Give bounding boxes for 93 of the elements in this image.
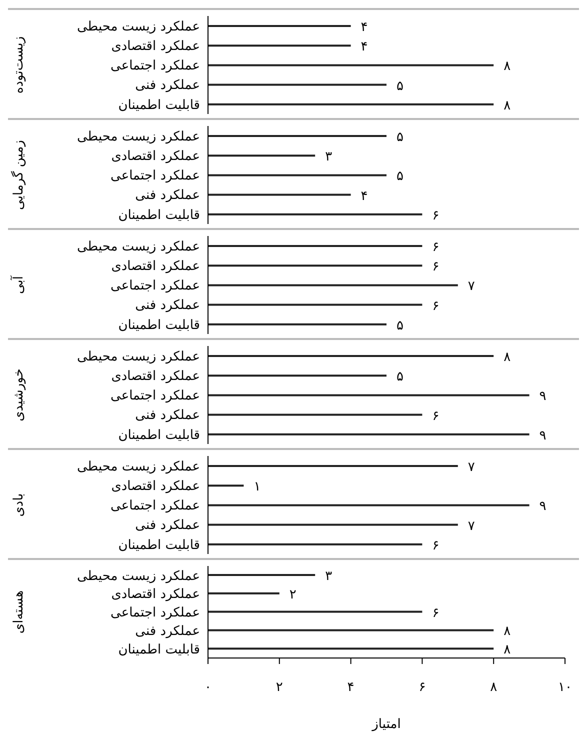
- y-tick-label: عملکرد زیست محیطی: [76, 349, 200, 364]
- bar: [208, 394, 530, 396]
- data-label: ۶: [432, 538, 440, 554]
- data-label: ۶: [432, 298, 440, 314]
- bar: [208, 524, 458, 526]
- data-label: ۶: [432, 606, 440, 621]
- y-tick-label: عملکرد زیست محیطی: [76, 129, 200, 144]
- x-tick-label: ۶: [418, 680, 426, 696]
- y-tick-label: عملکرد فنی: [135, 188, 200, 204]
- y-tick-label: عملکرد زیست محیطی: [76, 19, 200, 34]
- data-label: ۶: [432, 240, 440, 255]
- y-axis-title: خورشیدی: [12, 368, 27, 422]
- data-label: ۹: [539, 428, 546, 444]
- y-tick-label: عملکرد اقتصادی: [111, 39, 200, 54]
- bar: [208, 174, 386, 176]
- bar: [208, 414, 422, 416]
- y-axis-title: هسته‌ای: [12, 590, 27, 634]
- bar: [208, 648, 494, 650]
- y-tick-label: عملکرد فنی: [135, 624, 200, 640]
- data-label: ۸: [504, 98, 511, 114]
- y-tick-label: عملکرد اجتماعی: [110, 58, 200, 74]
- data-label: ۹: [539, 499, 546, 514]
- x-tick-label: ۱۰: [558, 680, 572, 696]
- bar: [208, 610, 422, 613]
- data-label: ۵: [396, 130, 404, 145]
- y-tick-label: عملکرد اقتصادی: [111, 259, 200, 274]
- y-tick-label: عملکرد اقتصادی: [111, 479, 200, 494]
- x-tick-label: ۸: [490, 680, 498, 696]
- data-label: ۲: [289, 587, 296, 602]
- bar: [208, 135, 386, 137]
- y-tick-label: قابلیت اطمینان: [118, 208, 200, 223]
- y-tick-label: عملکرد زیست محیطی: [76, 568, 200, 584]
- bar: [208, 574, 316, 576]
- y-axis-title: آبی: [10, 274, 27, 294]
- data-label: ۳: [325, 150, 332, 165]
- data-label: ۷: [468, 518, 475, 534]
- y-tick-label: عملکرد فنی: [135, 78, 200, 94]
- x-tick-label: ۲: [276, 680, 283, 696]
- y-tick-label: عملکرد زیست محیطی: [76, 459, 200, 474]
- bar: [208, 543, 422, 546]
- y-axis-title: بادی: [12, 493, 27, 517]
- data-label: ۸: [504, 350, 511, 365]
- y-tick-label: عملکرد فنی: [135, 518, 200, 534]
- data-label: ۴: [360, 20, 368, 35]
- y-tick-label: عملکرد زیست محیطی: [76, 239, 200, 254]
- data-label: ۳: [325, 569, 332, 584]
- data-label: ۵: [396, 169, 404, 184]
- x-tick-label: ۰: [204, 680, 212, 696]
- bar: [208, 465, 458, 467]
- y-tick-label: قابلیت اطمینان: [118, 98, 200, 113]
- bar: [208, 213, 422, 216]
- bar: [208, 433, 530, 436]
- bar: [208, 629, 494, 632]
- data-label: ۸: [504, 642, 511, 658]
- y-tick-label: عملکرد اجتماعی: [110, 388, 200, 404]
- y-tick-label: عملکرد اجتماعی: [110, 168, 200, 184]
- bar: [208, 504, 530, 506]
- x-tick-label: ۴: [347, 680, 354, 696]
- bar: [208, 355, 494, 357]
- bar: [208, 194, 351, 196]
- bar: [208, 154, 316, 157]
- data-label: ۷: [468, 460, 475, 475]
- y-tick-label: عملکرد فنی: [135, 298, 200, 314]
- data-label: ۵: [396, 318, 404, 334]
- data-label: ۶: [432, 408, 440, 424]
- y-tick-label: عملکرد اجتماعی: [110, 278, 200, 294]
- bar: [208, 374, 386, 377]
- data-label: ۸: [504, 624, 511, 640]
- bar: [208, 484, 244, 487]
- data-label: ۹: [539, 389, 546, 404]
- y-tick-label: قابلیت اطمینان: [118, 428, 200, 443]
- y-tick-label: عملکرد فنی: [135, 408, 200, 424]
- y-tick-label: عملکرد اقتصادی: [111, 587, 200, 602]
- y-axis-title: زیست‌توده: [12, 36, 27, 94]
- y-tick-label: عملکرد اجتماعی: [110, 606, 200, 621]
- data-label: ۶: [432, 208, 440, 224]
- bar: [208, 592, 280, 594]
- y-tick-label: عملکرد اجتماعی: [110, 498, 200, 514]
- data-label: ۱: [254, 480, 261, 495]
- data-label: ۵: [396, 78, 404, 94]
- data-label: ۴: [360, 188, 368, 204]
- data-label: ۵: [396, 370, 404, 385]
- y-tick-label: قابلیت اطمینان: [118, 642, 200, 658]
- data-label: ۴: [360, 40, 368, 55]
- y-tick-label: عملکرد اقتصادی: [111, 369, 200, 384]
- data-label: ۸: [504, 59, 511, 74]
- x-axis-title: امتیاز: [371, 717, 401, 732]
- y-tick-label: قابلیت اطمینان: [118, 318, 200, 333]
- data-label: ۶: [432, 260, 440, 275]
- y-tick-label: قابلیت اطمینان: [118, 538, 200, 553]
- y-axis-title: زمین گرمایی: [10, 140, 27, 210]
- data-label: ۷: [468, 279, 475, 294]
- y-tick-label: عملکرد اقتصادی: [111, 149, 200, 164]
